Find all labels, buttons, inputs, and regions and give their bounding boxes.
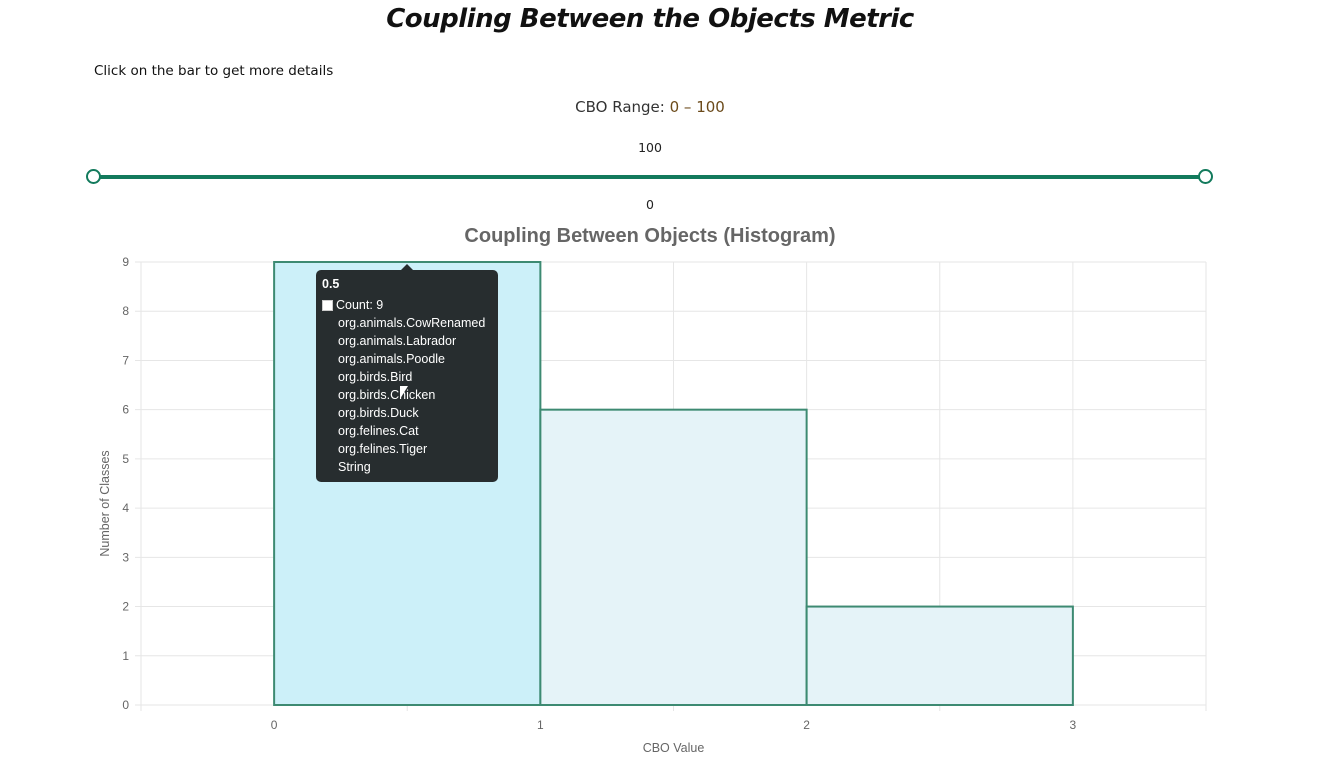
y-tick-label: 6 (122, 403, 129, 417)
tooltip-count-label: Count: 9 (336, 298, 384, 312)
cbo-range-caption: CBO Range: (575, 98, 665, 116)
x-tick-label: 1 (537, 718, 544, 732)
x-tick-label: 3 (1070, 718, 1077, 732)
y-tick-label: 8 (122, 304, 129, 318)
y-tick-label: 1 (122, 649, 129, 663)
range-slider-min-handle[interactable] (86, 169, 101, 184)
tooltip-class-item: org.animals.CowRenamed (338, 316, 486, 330)
histogram-bar (805, 605, 1074, 706)
cbo-range-value: 0 – 100 (669, 98, 725, 116)
y-tick-label: 3 (122, 550, 129, 564)
tooltip-class-item: org.birds.Chicken (338, 388, 436, 402)
tooltip-title: 0.5 (322, 277, 340, 291)
x-tick-label: 0 (271, 718, 278, 732)
y-tick-label: 4 (122, 501, 129, 515)
cbo-range-label: CBO Range: 0 – 100 (0, 98, 1300, 116)
y-tick-label: 9 (122, 255, 129, 269)
tooltip-class-item: String (338, 460, 371, 474)
hint-text: Click on the bar to get more details (94, 63, 334, 79)
slider-min-label: 0 (646, 197, 654, 212)
y-tick-label: 0 (122, 698, 129, 712)
y-tick-label: 7 (122, 353, 129, 367)
range-slider-track[interactable] (94, 175, 1206, 179)
tooltip-count: Count: 9 (322, 296, 492, 314)
tooltip-class-item: org.animals.Poodle (338, 352, 446, 366)
y-tick-label: 5 (122, 452, 129, 466)
tooltip-class-item: org.felines.Tiger (338, 442, 428, 456)
page-title: Coupling Between the Objects Metric (386, 4, 914, 34)
tooltip-caret (401, 264, 413, 270)
y-axis-title: Number of Classes (98, 450, 112, 556)
chart-title: Coupling Between Objects (Histogram) (464, 225, 836, 247)
tooltip-class-item: org.animals.Labrador (338, 334, 457, 348)
tooltip-color-swatch (322, 299, 333, 311)
tooltip-class-item: org.birds.Duck (338, 406, 419, 420)
slider-max-label: 100 (638, 140, 662, 155)
x-tick-label: 2 (803, 718, 810, 732)
range-slider-max-handle[interactable] (1198, 169, 1213, 184)
histogram-bar (539, 408, 808, 706)
x-axis-title: CBO Value (643, 741, 705, 755)
mouse-cursor-icon (400, 386, 408, 399)
tooltip-class-item: org.birds.Bird (338, 370, 413, 384)
tooltip-class-item: org.felines.Cat (338, 424, 419, 438)
y-tick-label: 2 (122, 600, 129, 614)
tooltip-class-list: org.animals.CowRenamed org.animals.Labra… (322, 314, 492, 476)
bar-tooltip: 0.5 Count: 9 org.animals.CowRenamed org.… (316, 270, 498, 482)
